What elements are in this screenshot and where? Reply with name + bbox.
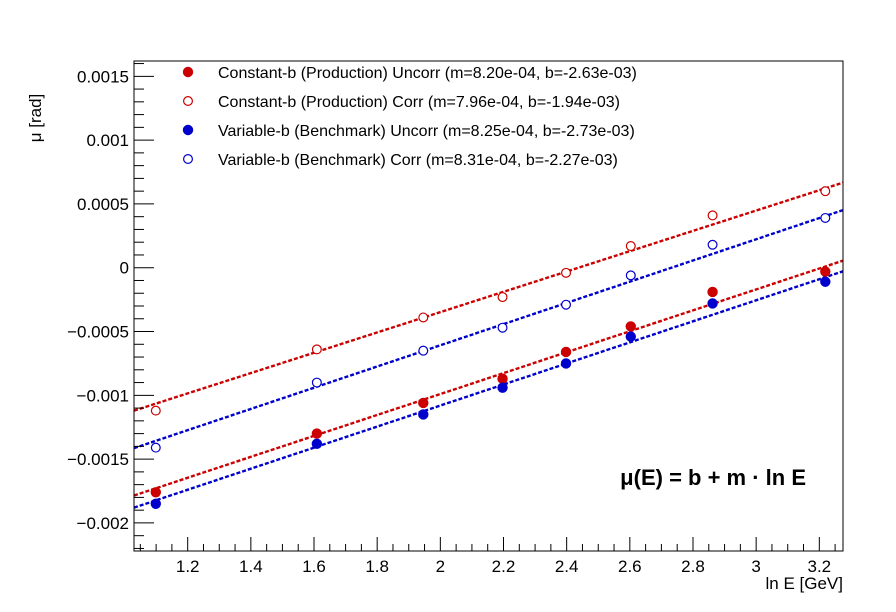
legend-marker bbox=[183, 154, 194, 165]
legend-entry-label: Constant-b (Production) Uncorr (m=8.20e-… bbox=[218, 65, 637, 82]
data-point-series-1 bbox=[311, 344, 322, 355]
data-point-series-2 bbox=[820, 276, 831, 287]
data-point-series-0 bbox=[497, 373, 508, 384]
x-tick-label: 1.2 bbox=[176, 557, 200, 576]
data-point-series-3 bbox=[707, 239, 718, 250]
data-point-series-0 bbox=[311, 428, 323, 439]
data-point-series-0 bbox=[625, 321, 636, 332]
legend-marker bbox=[182, 66, 194, 78]
y-tick-label: −0.002 bbox=[77, 514, 129, 533]
data-point-series-2 bbox=[707, 298, 718, 309]
y-tick-label: 0 bbox=[120, 259, 129, 278]
data-point-series-2 bbox=[150, 498, 161, 509]
y-tick-label: 0.0005 bbox=[77, 195, 129, 214]
data-point-series-1 bbox=[497, 292, 508, 303]
legend: Constant-b (Production) Uncorr (m=8.20e-… bbox=[182, 65, 637, 169]
data-point-series-2 bbox=[418, 409, 429, 420]
x-tick-label: 2 bbox=[436, 557, 445, 576]
legend-entry-label: Variable-b (Benchmark) Corr (m=8.31e-04,… bbox=[218, 152, 618, 169]
data-points bbox=[150, 186, 831, 509]
y-axis: −0.002 −0.0015 −0.001 −0.0005 0 0.0005 0.001 0.… bbox=[67, 63, 154, 549]
data-point-series-0 bbox=[418, 397, 429, 409]
y-tick-label: 0.0015 bbox=[77, 67, 129, 86]
data-point-series-0 bbox=[150, 487, 161, 498]
y-tick-label: −0.0005 bbox=[67, 323, 129, 342]
x-axis-label: ln E [GeV] bbox=[766, 574, 843, 593]
data-point-series-3 bbox=[820, 212, 831, 223]
data-point-series-1 bbox=[707, 210, 718, 221]
data-point-series-2 bbox=[560, 358, 572, 369]
data-point-series-2 bbox=[625, 331, 636, 342]
fit-line-series-1 bbox=[133, 181, 844, 412]
data-point-series-3 bbox=[311, 377, 322, 388]
y-axis-label: μ [rad] bbox=[26, 94, 45, 143]
legend-marker bbox=[182, 124, 194, 136]
data-point-series-1 bbox=[150, 405, 161, 416]
x-axis: 1.2 1.4 1.6 1.8 2 2.2 2.4 2.6 2.8 3 3.2 bbox=[139, 537, 836, 576]
fit-line-series-2 bbox=[133, 270, 844, 509]
data-point-series-1 bbox=[625, 241, 636, 252]
y-tick-label: 0.001 bbox=[86, 131, 129, 150]
fit-lines bbox=[133, 181, 844, 509]
data-point-series-3 bbox=[418, 345, 429, 356]
legend-entry-label: Variable-b (Benchmark) Uncorr (m=8.25e-0… bbox=[218, 123, 635, 140]
data-point-series-0 bbox=[707, 286, 718, 298]
data-point-series-2 bbox=[311, 438, 323, 450]
fit-line-series-0 bbox=[133, 259, 844, 497]
x-tick-label: 2.4 bbox=[555, 557, 579, 576]
legend-entry-label: Constant-b (Production) Corr (m=7.96e-04… bbox=[218, 94, 620, 111]
data-point-series-2 bbox=[497, 382, 508, 393]
y-tick-label: −0.0015 bbox=[67, 450, 129, 469]
x-tick-label: 2.8 bbox=[681, 557, 705, 576]
x-tick-label: 3.2 bbox=[807, 557, 831, 576]
x-tick-label: 1.6 bbox=[302, 557, 326, 576]
x-tick-label: 1.4 bbox=[239, 557, 263, 576]
data-point-series-1 bbox=[418, 312, 429, 323]
data-point-series-3 bbox=[150, 442, 161, 453]
data-point-series-1 bbox=[561, 267, 572, 278]
y-tick-label: −0.001 bbox=[77, 386, 129, 405]
fit-line-series-3 bbox=[133, 208, 844, 450]
data-point-series-3 bbox=[497, 322, 508, 333]
formula-annotation: μ(E) = b + m · ln E bbox=[620, 465, 806, 490]
x-tick-label: 2.6 bbox=[618, 557, 642, 576]
data-point-series-3 bbox=[625, 270, 636, 281]
data-point-series-3 bbox=[561, 299, 572, 310]
x-tick-label: 3 bbox=[751, 557, 760, 576]
data-point-series-0 bbox=[560, 346, 572, 358]
x-tick-label: 2.2 bbox=[492, 557, 516, 576]
data-point-series-0 bbox=[820, 266, 831, 277]
legend-marker bbox=[183, 95, 194, 106]
x-tick-label: 1.8 bbox=[365, 557, 389, 576]
data-point-series-1 bbox=[820, 186, 831, 197]
